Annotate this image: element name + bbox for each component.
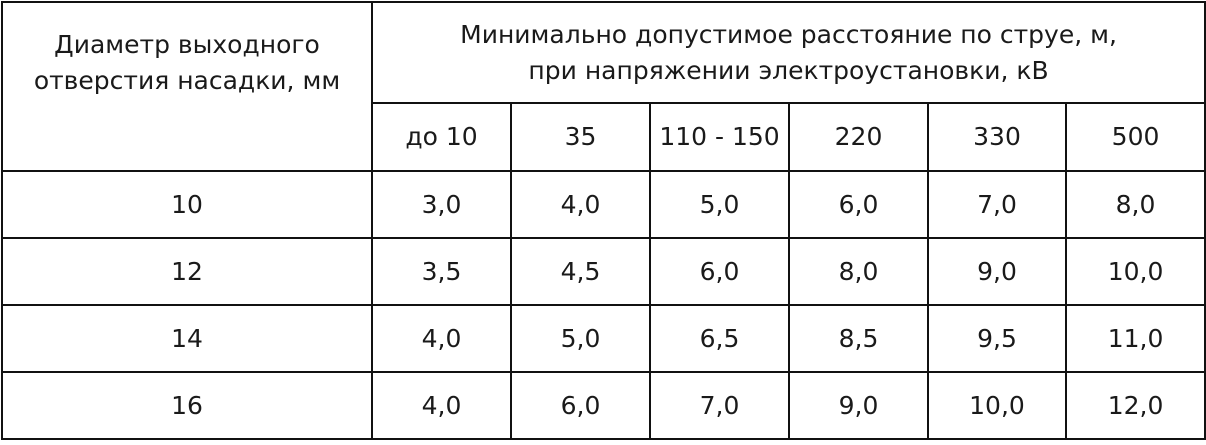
distance-cell: 11,0 — [1064, 304, 1206, 373]
distance-cell: 6,0 — [788, 170, 929, 239]
distance-cell: 4,5 — [510, 237, 651, 306]
distance-cell: 10,0 — [927, 371, 1067, 440]
distance-cell: 4,0 — [510, 170, 651, 239]
diameter-cell: 12 — [1, 237, 373, 306]
diameter-cell: 10 — [1, 170, 373, 239]
table-row: 10 3,0 4,0 5,0 6,0 7,0 8,0 — [1, 170, 1206, 239]
diameter-cell: 14 — [1, 304, 373, 373]
distance-cell: 8,5 — [788, 304, 929, 373]
voltage-header: 500 — [1064, 102, 1206, 172]
voltage-header: 220 — [788, 102, 929, 172]
distance-cell: 3,0 — [371, 170, 512, 239]
diameter-column-header-text: Диаметр выходного отверстия насадки, мм — [33, 30, 341, 95]
distance-group-header-text: Минимально допустимое расстояние по стру… — [460, 19, 1117, 85]
distance-cell: 6,5 — [649, 304, 790, 373]
distance-cell: 7,0 — [649, 371, 790, 440]
distance-cell: 8,0 — [1064, 170, 1206, 239]
voltage-header: до 10 — [371, 102, 512, 172]
header-row-voltages: до 10 35 110 - 150 220 330 500 — [2, 102, 1206, 172]
distance-cell: 9,5 — [927, 304, 1067, 373]
diameter-cell: 16 — [1, 371, 373, 440]
distance-group-header: Минимально допустимое расстояние по стру… — [370, 1, 1206, 104]
distance-cell: 7,0 — [927, 170, 1067, 239]
diameter-column-header: Диаметр выходного отверстия насадки, мм — [1, 1, 373, 172]
distance-cell: 3,5 — [371, 237, 512, 306]
distance-cell: 6,0 — [649, 237, 790, 306]
distance-cell: 9,0 — [788, 371, 929, 440]
distance-cell: 4,0 — [371, 371, 512, 440]
table-row: 16 4,0 6,0 7,0 9,0 10,0 12,0 — [1, 371, 1206, 440]
distance-cell: 9,0 — [927, 237, 1067, 306]
distance-cell: 5,0 — [649, 170, 790, 239]
distance-cell: 6,0 — [510, 371, 651, 440]
voltage-header: 35 — [510, 102, 651, 172]
voltage-header: 330 — [927, 102, 1067, 172]
distance-cell: 8,0 — [788, 237, 929, 306]
distance-cell: 12,0 — [1064, 371, 1206, 440]
voltage-header: 110 - 150 — [649, 102, 790, 172]
distance-cell: 4,0 — [371, 304, 512, 373]
header-row-group: Диаметр выходного отверстия насадки, мм … — [1, 1, 1206, 172]
distance-cell: 10,0 — [1064, 237, 1206, 306]
table-row: 12 3,5 4,5 6,0 8,0 9,0 10,0 — [1, 237, 1206, 306]
distance-cell: 5,0 — [510, 304, 651, 373]
table-row: 14 4,0 5,0 6,5 8,5 9,5 11,0 — [1, 304, 1206, 373]
